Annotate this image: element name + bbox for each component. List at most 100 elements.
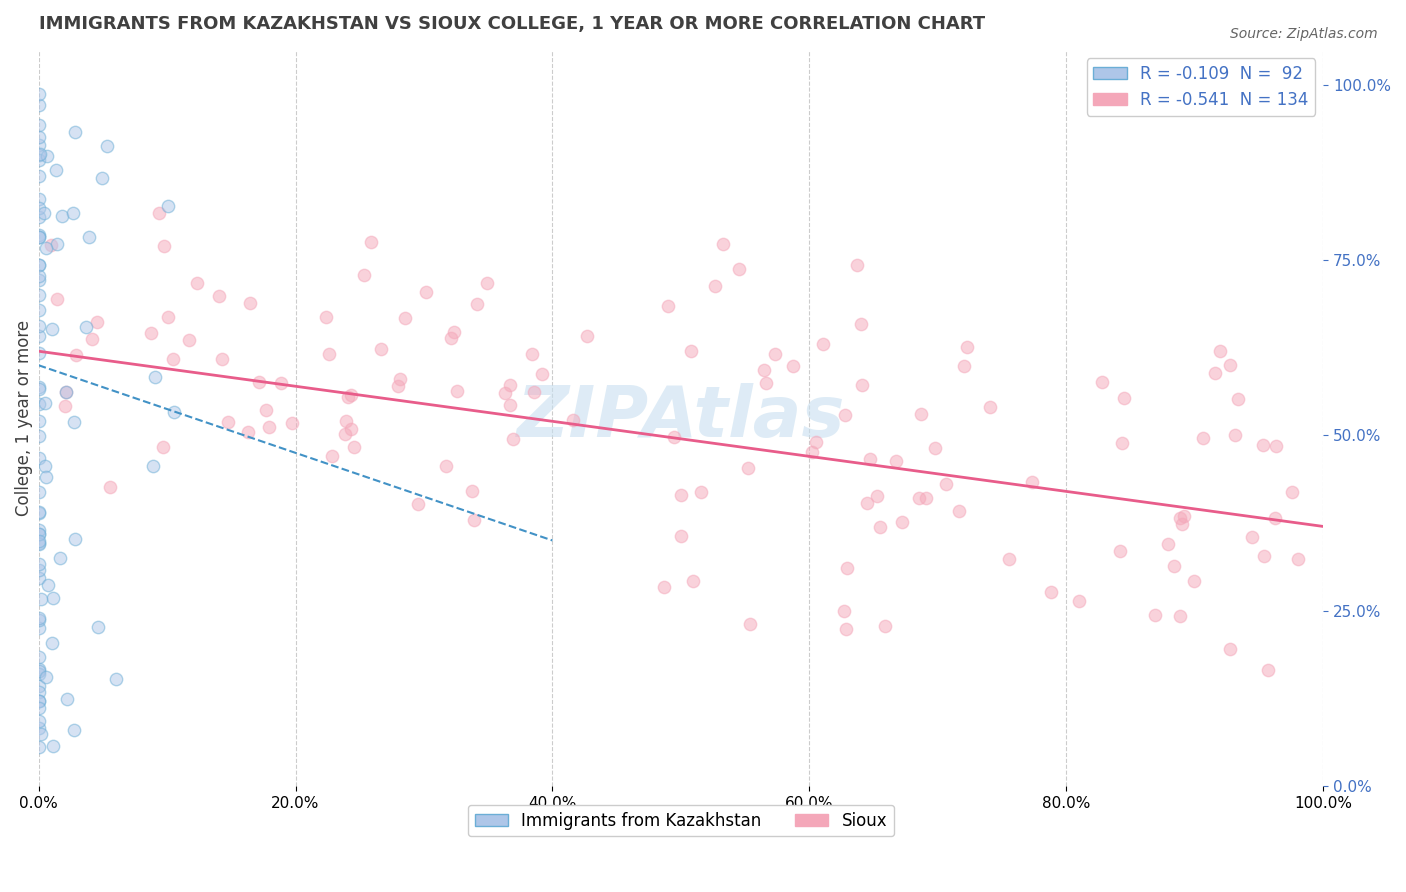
Point: [1219, 358, 1241, 372]
Point: [499, 398, 522, 412]
Point: [27, 524, 49, 538]
Point: [1173, 509, 1195, 524]
Point: [1281, 485, 1303, 500]
Point: [27, 148, 49, 162]
Point: [859, 451, 882, 466]
Point: [1021, 475, 1043, 489]
Point: [27, 169, 49, 183]
Point: [935, 477, 957, 491]
Point: [1264, 511, 1286, 525]
Point: [27, 571, 49, 585]
Point: [1241, 530, 1264, 544]
Point: [63, 125, 86, 139]
Point: [387, 379, 409, 393]
Point: [1227, 392, 1250, 406]
Point: [27, 153, 49, 167]
Point: [27, 740, 49, 755]
Point: [96, 139, 118, 153]
Point: [27, 694, 49, 708]
Point: [27, 429, 49, 443]
Point: [979, 400, 1001, 414]
Point: [835, 622, 858, 636]
Point: [27, 484, 49, 499]
Point: [55, 384, 77, 399]
Point: [690, 485, 713, 500]
Point: [1219, 642, 1241, 657]
Point: [499, 378, 522, 392]
Point: [177, 333, 200, 347]
Point: [866, 488, 889, 502]
Point: [952, 359, 974, 373]
Point: [443, 325, 465, 339]
Point: [27, 345, 49, 359]
Point: [35, 241, 58, 255]
Point: [440, 331, 463, 345]
Text: ZIPAtlas: ZIPAtlas: [516, 384, 845, 452]
Point: [55, 385, 77, 400]
Point: [49, 550, 72, 565]
Point: [27, 268, 49, 283]
Point: [335, 414, 357, 428]
Point: [41, 739, 63, 753]
Point: [53, 400, 76, 414]
Point: [465, 297, 488, 311]
Point: [873, 619, 896, 633]
Point: [162, 405, 184, 419]
Point: [1223, 427, 1246, 442]
Point: [370, 342, 392, 356]
Point: [806, 435, 828, 450]
Point: [682, 574, 704, 588]
Point: [681, 344, 703, 359]
Point: [924, 441, 946, 455]
Point: [27, 557, 49, 571]
Point: [846, 259, 869, 273]
Text: Source: ZipAtlas.com: Source: ZipAtlas.com: [1230, 27, 1378, 41]
Point: [914, 491, 936, 506]
Point: [415, 285, 437, 299]
Point: [62, 206, 84, 220]
Point: [30, 147, 52, 161]
Point: [494, 386, 516, 401]
Point: [63, 532, 86, 546]
Point: [27, 679, 49, 693]
Point: [65, 348, 87, 362]
Point: [948, 504, 970, 518]
Point: [63, 723, 86, 737]
Point: [27, 273, 49, 287]
Point: [27, 227, 49, 242]
Point: [737, 461, 759, 475]
Point: [1039, 585, 1062, 599]
Point: [27, 666, 49, 681]
Point: [27, 611, 49, 625]
Point: [832, 604, 855, 618]
Point: [143, 370, 166, 384]
Point: [335, 427, 357, 442]
Point: [28, 534, 51, 549]
Point: [30, 591, 52, 606]
Point: [27, 714, 49, 728]
Point: [654, 580, 676, 594]
Point: [1111, 436, 1133, 450]
Point: [1163, 558, 1185, 573]
Point: [30, 727, 52, 741]
Point: [1156, 537, 1178, 551]
Point: [1191, 431, 1213, 445]
Point: [884, 454, 907, 468]
Y-axis label: College, 1 year or more: College, 1 year or more: [15, 319, 32, 516]
Point: [321, 449, 343, 463]
Point: [1209, 344, 1232, 359]
Point: [27, 397, 49, 411]
Point: [910, 407, 932, 421]
Point: [475, 276, 498, 290]
Point: [343, 440, 366, 454]
Point: [1170, 608, 1192, 623]
Point: [1168, 510, 1191, 524]
Point: [27, 302, 49, 317]
Point: [27, 506, 49, 520]
Point: [502, 432, 524, 446]
Point: [75, 320, 97, 334]
Point: [34, 205, 56, 219]
Point: [337, 390, 360, 404]
Point: [704, 279, 727, 293]
Point: [27, 527, 49, 541]
